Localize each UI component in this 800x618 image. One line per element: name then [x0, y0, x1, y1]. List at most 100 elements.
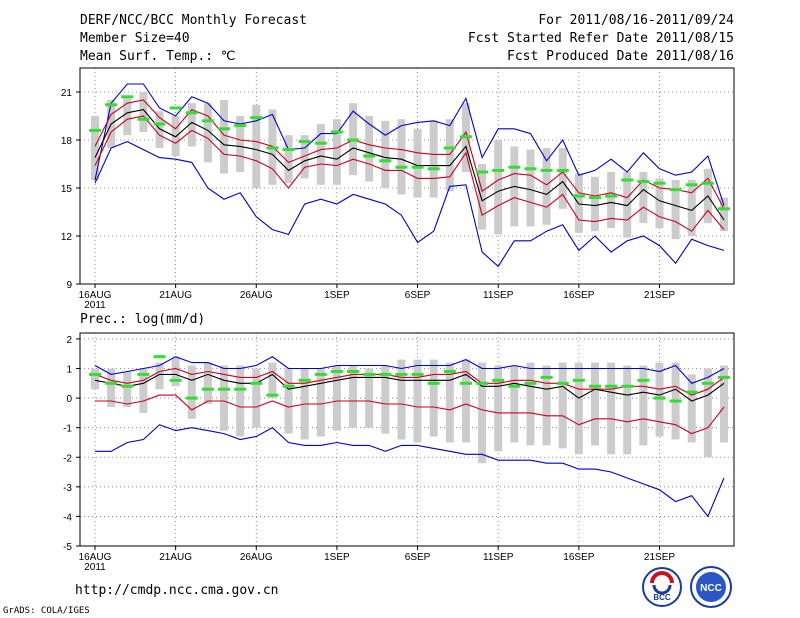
- precipitation-member-box: [381, 365, 390, 434]
- temperature-median-mark: [347, 138, 360, 142]
- ncc-logo: NCC: [690, 566, 732, 608]
- precipitation-median-mark: [234, 387, 247, 391]
- precipitation-ytick-label: -4: [63, 512, 72, 523]
- temperature-member-box: [687, 180, 696, 236]
- precipitation-member-box: [284, 368, 293, 434]
- temperature-member-box: [478, 164, 487, 230]
- precipitation-median-mark: [443, 369, 456, 373]
- precipitation-member-box: [187, 365, 196, 419]
- temperature-median-mark: [540, 168, 553, 172]
- temperature-axes: 9 12 15 18 21 16AUG 21AUG 26AUG 1SEP 6SEP 11SEP 16S…: [61, 88, 676, 311]
- temperature-member-box: [171, 116, 180, 156]
- temperature-member-box: [655, 178, 664, 228]
- temperature-median-mark: [185, 111, 198, 115]
- temperature-xtick-label: 16SEP: [563, 290, 594, 301]
- precipitation-median-mark: [572, 378, 585, 382]
- temperature-median-mark: [153, 122, 166, 126]
- precipitation-ytick-label: -3: [63, 483, 72, 494]
- temperature-median-mark: [556, 168, 569, 172]
- precipitation-member-box: [639, 365, 648, 446]
- temperature-median-mark: [476, 170, 489, 174]
- temperature-member-box: [639, 172, 648, 224]
- temperature-panel: 9 12 15 18 21 16AUG 21AUG 26AUG 1SEP 6SEP 11SEP 16S…: [61, 67, 735, 311]
- temperature-member-box: [413, 128, 422, 198]
- temperature-member-box: [316, 124, 325, 185]
- source-url[interactable]: http://cmdp.ncc.cma.gov.cn: [75, 583, 279, 598]
- precipitation-median-mark: [121, 384, 134, 388]
- temperature-median-mark: [330, 130, 343, 134]
- precipitation-member-box: [91, 368, 99, 390]
- precipitation-member-box: [687, 374, 696, 443]
- precipitation-series-mean: [94, 373, 725, 402]
- precipitation-xtick-label: 16SEP: [563, 552, 594, 563]
- temperature-median-mark: [653, 181, 666, 185]
- precipitation-ytick-label: -5: [63, 542, 72, 553]
- precipitation-xtick-label: 16AUG: [79, 552, 112, 563]
- precipitation-member-box: [526, 362, 535, 446]
- precipitation-xtick-label: 1SEP: [324, 552, 350, 563]
- precipitation-member-box: [332, 365, 341, 431]
- temperature-ytick-label: 15: [61, 184, 73, 195]
- precipitation-member-box: [220, 365, 229, 431]
- precipitation-series-mean-plus-sd: [94, 367, 725, 396]
- precipitation-member-box: [236, 365, 245, 437]
- precipitation-ytick-label: 1: [66, 365, 72, 376]
- temperature-median-mark: [266, 146, 279, 150]
- temperature-median-marks: [89, 95, 730, 211]
- precipitation-median-mark: [137, 372, 150, 376]
- precipitation-median-mark: [556, 381, 569, 385]
- precipitation-member-box: [461, 359, 470, 443]
- precipitation-member-box: [720, 365, 728, 443]
- temperature-median-mark: [363, 154, 376, 158]
- precipitation-median-mark: [266, 393, 279, 397]
- precipitation-series-min: [95, 424, 725, 518]
- temperature-median-mark: [427, 167, 440, 171]
- precipitation-xtick-label: 21AUG: [159, 552, 192, 563]
- temperature-member-box: [155, 111, 164, 148]
- temperature-member-box: [558, 148, 567, 209]
- temperature-member-box: [445, 119, 454, 192]
- temperature-member-box: [203, 103, 212, 163]
- ncc-logo-text: NCC: [700, 583, 722, 594]
- precipitation-member-box: [623, 365, 632, 455]
- precipitation-member-box: [590, 362, 599, 446]
- precipitation-member-box: [107, 368, 116, 407]
- precipitation-median-mark: [653, 396, 666, 400]
- precipitation-xtick-label: 6SEP: [405, 552, 431, 563]
- temperature-xtick-label: 26AUG: [240, 290, 273, 301]
- temperature-member-box: [284, 135, 293, 184]
- precipitation-median-mark: [411, 372, 424, 376]
- precipitation-year-label: 2011: [84, 562, 106, 573]
- ncc-logo-globe: [696, 572, 726, 602]
- precipitation-panel: -5 -4 -3 -2 -1 0 1 2 16AUG 21AUG 26AUG 1SEP 6SEP 11SE…: [63, 332, 735, 573]
- temperature-median-mark: [89, 128, 101, 132]
- bcc-logo-text: BCC: [653, 593, 671, 602]
- temperature-xtick-label: 1SEP: [324, 290, 350, 301]
- temperature-median-mark: [105, 103, 118, 107]
- precipitation-plot-frame: [79, 332, 735, 547]
- temperature-median-mark: [605, 194, 618, 198]
- figure-title: DERF/NCC/BCC Monthly Forecast: [80, 13, 307, 28]
- precipitation-member-box: [365, 368, 374, 428]
- precipitation-member-box: [268, 362, 277, 399]
- temperature-plot-frame: [79, 67, 735, 285]
- precipitation-xtick-label: 26AUG: [240, 552, 273, 563]
- temperature-xtick-label: 11SEP: [483, 290, 514, 301]
- precipitation-member-box: [203, 362, 212, 404]
- temperature-member-box: [590, 176, 599, 232]
- precipitation-member-box: [123, 371, 132, 407]
- fcst-started-date: Fcst Started Refer Date 2011/08/15: [468, 31, 734, 46]
- temperature-xtick-label: 6SEP: [405, 290, 431, 301]
- temperature-median-mark: [137, 117, 150, 121]
- precipitation-member-box: [478, 362, 487, 464]
- precipitation-ytick-label: 2: [66, 335, 72, 346]
- temperature-ytick-label: 12: [61, 232, 73, 243]
- precipitation-median-mark: [621, 384, 634, 388]
- precipitation-member-box: [397, 359, 406, 440]
- precipitation-series-lines: [94, 356, 725, 518]
- precipitation-member-box: [574, 362, 583, 455]
- temperature-series-mean-plus-sd: [94, 99, 725, 210]
- temperature-member-box: [252, 104, 261, 188]
- precipitation-median-mark: [508, 384, 521, 388]
- temperature-median-mark: [395, 165, 408, 169]
